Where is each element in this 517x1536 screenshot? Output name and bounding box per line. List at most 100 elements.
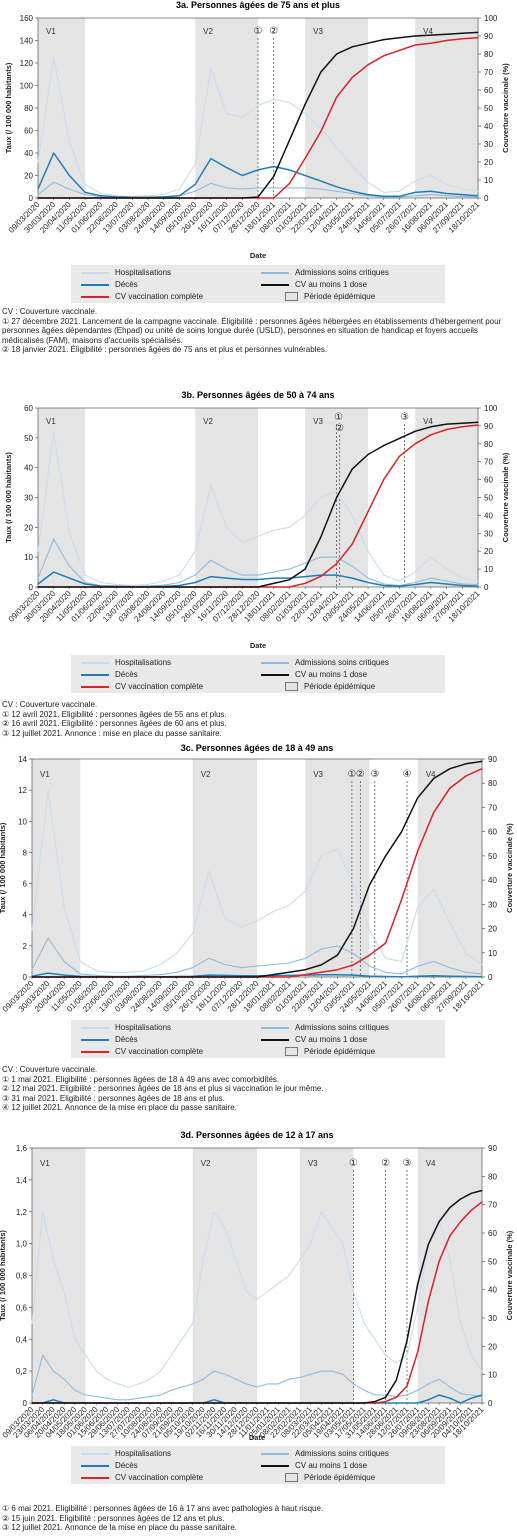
data-point-hosp <box>192 932 194 934</box>
data-point-cv-complete <box>414 44 416 46</box>
data-point-hosp <box>273 98 275 100</box>
data-point-cv-dose <box>53 197 55 199</box>
y-tick-label: 8 <box>23 848 28 857</box>
data-point-hosp <box>68 532 70 534</box>
legend-label-cv-complete: CV vaccination complète <box>115 682 204 691</box>
y-tick-label: 40 <box>24 464 33 473</box>
note-line: ② 16 avril 2021. Eligibilité : personnes… <box>2 719 227 728</box>
panel-3b: 3b. Personnes âgées de 50 à 74 ans V1 V2 V3… <box>0 390 517 745</box>
data-point-crit <box>304 562 306 564</box>
data-point-crit <box>336 556 338 558</box>
data-point-crit <box>481 1396 483 1398</box>
data-point-crit <box>272 963 274 966</box>
data-point-cv-dose <box>192 976 194 978</box>
wave-label: V4 <box>423 417 433 426</box>
data-point-deces <box>288 974 290 976</box>
data-point-hosp <box>367 181 369 183</box>
data-point-hosp <box>37 550 39 552</box>
data-point-cv-dose <box>320 964 322 966</box>
data-point-deces <box>385 1402 387 1404</box>
y-tick-label: 0,6 <box>16 1303 28 1312</box>
data-point-cv-complete <box>461 38 463 40</box>
data-point-hosp <box>438 1219 440 1221</box>
data-point-deces <box>336 574 338 576</box>
event-marker-label: ③ <box>400 412 409 423</box>
data-point-hosp <box>181 1338 183 1340</box>
data-point-hosp <box>477 190 479 192</box>
data-point-cv-complete <box>406 1385 408 1387</box>
data-point-cv-dose <box>374 1401 376 1403</box>
data-point-cv-dose <box>31 1402 33 1404</box>
y2-tick-label: 30 <box>484 140 493 149</box>
data-point-deces <box>194 183 196 186</box>
notes-3b: CV : Couverture vaccinale. ① 12 avril 20… <box>2 700 512 738</box>
data-point-crit <box>336 190 338 192</box>
data-point-cv-complete <box>398 455 400 457</box>
data-point-deces <box>351 190 353 192</box>
data-point-cv-dose <box>288 1402 290 1404</box>
data-point-cv-dose <box>351 46 353 48</box>
wave-label: V2 <box>203 27 213 36</box>
data-point-crit <box>363 1389 365 1391</box>
data-point-hosp <box>127 971 129 973</box>
data-point-hosp <box>351 165 353 168</box>
event-marker-label: ① <box>349 1158 358 1169</box>
epidemic-period-band <box>192 1148 257 1403</box>
data-point-crit <box>160 1394 162 1396</box>
data-point-cv-dose <box>430 34 432 36</box>
data-point-cv-complete <box>430 42 432 44</box>
data-point-cv-dose <box>111 976 113 978</box>
legend-swatch-crit <box>261 1452 289 1455</box>
y-tick-label: 1,0 <box>16 1240 28 1249</box>
data-point-hosp <box>304 113 306 115</box>
y-tick-label: 1,4 <box>16 1176 28 1185</box>
wave-label: V2 <box>203 417 213 426</box>
data-point-deces <box>273 165 275 168</box>
data-point-hosp <box>277 1282 279 1285</box>
data-point-deces <box>288 577 290 579</box>
data-point-deces <box>178 584 180 587</box>
data-point-crit <box>320 556 322 558</box>
data-point-cv-complete <box>374 1402 376 1404</box>
data-point-cv-dose <box>367 42 369 44</box>
data-point-deces <box>53 571 55 573</box>
data-point-cv-dose <box>257 196 259 198</box>
data-point-cv-complete <box>433 811 435 813</box>
data-point-deces <box>446 192 448 195</box>
legend-swatch-crit <box>261 661 289 664</box>
data-point-hosp <box>147 584 149 586</box>
data-point-deces <box>367 194 369 196</box>
data-point-deces <box>465 975 467 978</box>
data-point-crit <box>95 1396 97 1398</box>
data-point-crit <box>320 948 322 950</box>
data-point-deces <box>417 975 419 977</box>
wave-label: V3 <box>313 27 323 36</box>
y2-tick-label: 100 <box>484 14 498 23</box>
data-point-hosp <box>63 906 65 908</box>
notes-3a: CV : Couverture vaccinale. ① 27 décembre… <box>2 307 512 355</box>
data-point-cv-dose <box>446 33 448 35</box>
data-point-crit <box>176 971 178 973</box>
data-point-deces <box>438 1394 440 1396</box>
data-point-cv-dose <box>131 586 133 588</box>
data-point-cv-complete <box>438 1260 440 1262</box>
wave-label: V3 <box>313 417 323 426</box>
data-point-hosp <box>401 960 403 962</box>
data-point-crit <box>53 538 55 540</box>
wave-label: V4 <box>423 27 433 36</box>
data-point-hosp <box>213 1211 215 1213</box>
data-point-crit <box>273 571 275 573</box>
y2-axis-label: Couverture vaccinale (%) <box>505 1230 514 1320</box>
data-point-hosp <box>241 116 243 118</box>
data-point-deces <box>256 975 258 977</box>
data-point-crit <box>446 580 448 582</box>
data-point-deces <box>477 585 479 587</box>
epidemic-period-band <box>195 408 258 587</box>
legend-3c: Hospitalisations Décès CV vaccination co… <box>71 1020 445 1058</box>
data-point-crit <box>288 187 290 189</box>
data-point-cv-dose <box>385 1396 387 1398</box>
y2-tick-label: 0 <box>488 1399 493 1408</box>
data-point-deces <box>53 152 55 154</box>
data-point-cv-complete <box>385 942 387 944</box>
data-point-crit <box>79 973 81 975</box>
